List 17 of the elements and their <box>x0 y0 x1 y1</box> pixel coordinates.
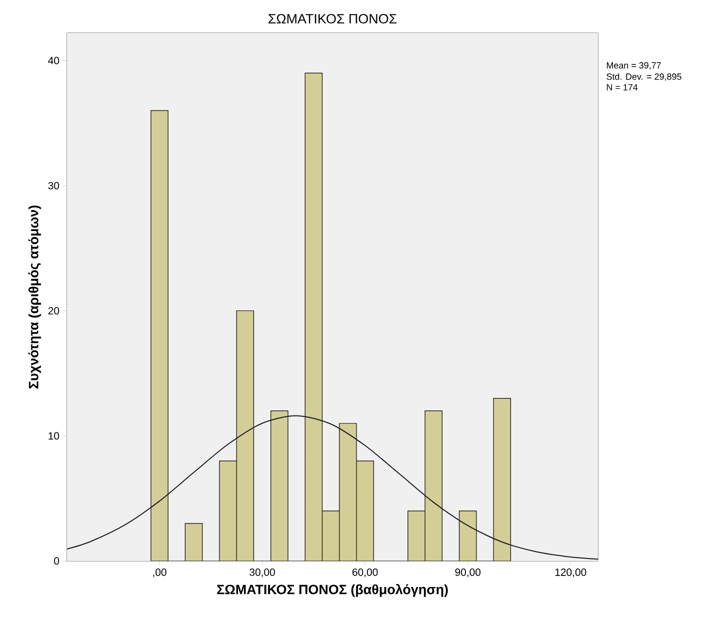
x-tick-label: 90,00 <box>455 568 480 578</box>
y-tick-label: 0 <box>54 557 60 565</box>
text: Std. Dev. = 29,895 <box>606 73 682 81</box>
x-tick-label: 30,00 <box>250 568 275 578</box>
y-axis-title: Συχνότητα (αριθμός ατόμων) <box>28 206 42 388</box>
chart-title: ΣΩΜΑΤΙΚΟΣ ΠΟΝΟΣ <box>268 14 397 24</box>
y-tick-label: 40 <box>48 56 60 64</box>
x-tick-label: ,00 <box>153 568 166 578</box>
x-tick-label: 120,00 <box>555 568 586 578</box>
y-tick-label: 10 <box>48 432 60 440</box>
text: N = 174 <box>606 84 638 90</box>
x-tick-label: 60,00 <box>352 568 378 578</box>
text: Mean = 39,77 <box>606 62 661 70</box>
x-axis-title: ΣΩΜΑΤΙΚΟΣ ΠΟΝΟΣ (βαθμολόγηση) <box>217 584 448 597</box>
line-series <box>67 415 598 560</box>
y-tick-label: 20 <box>48 307 60 314</box>
y-tick-label: 30 <box>48 182 60 190</box>
